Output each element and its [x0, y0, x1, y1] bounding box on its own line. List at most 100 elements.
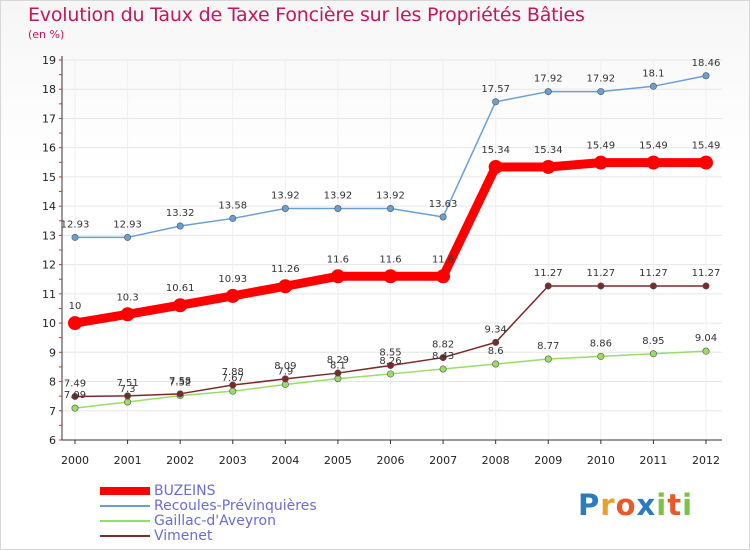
- data-label: 13.58: [218, 200, 247, 211]
- data-label: 13.92: [324, 190, 353, 201]
- data-label: 8.95: [642, 336, 664, 347]
- data-point: [699, 155, 713, 170]
- data-point: [597, 282, 605, 290]
- y-tick-label: 8: [49, 376, 56, 389]
- data-label: 8.43: [432, 351, 454, 362]
- data-label: 15.49: [639, 141, 668, 152]
- chart-subtitle: (en %): [28, 28, 65, 41]
- logo-letter: t: [667, 488, 683, 522]
- data-label: 15.49: [587, 141, 616, 152]
- y-tick-label: 13: [42, 229, 56, 242]
- data-point: [544, 88, 552, 96]
- data-label: 8.09: [274, 361, 296, 372]
- data-label: 7.3: [120, 384, 136, 395]
- legend-swatch-vimenet: [100, 535, 150, 537]
- x-tick-label: 2011: [639, 454, 667, 467]
- data-point: [383, 269, 398, 284]
- data-label: 13.32: [166, 208, 195, 219]
- data-label: 11.6: [379, 254, 401, 265]
- data-point: [702, 282, 710, 290]
- data-label: 7.58: [169, 376, 191, 387]
- data-label: 17.92: [587, 74, 616, 85]
- data-point: [439, 213, 447, 221]
- legend-swatch-buzeins: [100, 487, 150, 495]
- data-point: [71, 233, 79, 241]
- data-point: [225, 288, 240, 303]
- data-label: 17.57: [481, 84, 510, 95]
- logo-letter: i: [656, 488, 668, 522]
- data-label: 11.27: [639, 268, 668, 279]
- data-label: 7.52: [169, 378, 191, 389]
- y-tick-label: 12: [42, 259, 56, 272]
- legend-item-vimenet: Vimenet: [100, 529, 317, 544]
- logo-letter: P: [578, 488, 601, 522]
- data-label: 11.26: [271, 264, 300, 275]
- data-label: 13.92: [376, 190, 405, 201]
- data-point: [124, 233, 132, 241]
- data-label: 10: [69, 301, 82, 312]
- x-tick-label: 2000: [61, 454, 89, 467]
- x-tick-label: 2006: [377, 454, 405, 467]
- data-point: [544, 355, 552, 363]
- y-tick-label: 10: [42, 317, 56, 330]
- data-point: [439, 354, 447, 362]
- data-label: 10.93: [218, 274, 247, 285]
- y-tick-label: 15: [42, 171, 56, 184]
- data-point: [386, 204, 394, 212]
- data-label: 8.77: [537, 341, 559, 352]
- data-label: 15.49: [692, 141, 721, 152]
- data-point: [649, 82, 657, 90]
- y-tick-label: 6: [49, 434, 56, 447]
- data-point: [71, 404, 79, 412]
- data-point: [68, 316, 82, 331]
- data-point: [124, 398, 132, 406]
- data-point: [176, 222, 184, 230]
- data-point: [541, 159, 556, 174]
- data-label: 8.29: [327, 355, 349, 366]
- x-tick-label: 2012: [692, 454, 720, 467]
- data-point: [439, 365, 447, 373]
- data-point: [597, 88, 605, 96]
- data-point: [281, 375, 289, 383]
- data-point: [646, 155, 661, 170]
- x-tick-label: 2003: [219, 454, 247, 467]
- data-label: 13.92: [271, 190, 300, 201]
- data-label: 7.67: [222, 373, 244, 384]
- data-point: [386, 370, 394, 378]
- data-label: 7.51: [116, 378, 138, 389]
- logo-letter: i: [682, 488, 694, 522]
- data-label: 8.55: [379, 347, 401, 358]
- data-label: 11.27: [692, 268, 721, 279]
- data-point: [649, 350, 657, 358]
- chart-title: Evolution du Taux de Taxe Foncière sur l…: [28, 4, 585, 26]
- x-tick-label: 2010: [587, 454, 615, 467]
- data-point: [544, 282, 552, 290]
- data-label: 12.93: [61, 219, 90, 230]
- data-point: [334, 204, 342, 212]
- data-point: [173, 298, 188, 313]
- legend-item-buzeins: BUZEINS: [100, 484, 317, 499]
- data-point: [492, 360, 500, 368]
- x-tick-label: 2005: [324, 454, 352, 467]
- data-point: [229, 381, 237, 389]
- legend: BUZEINS Recoules-Prévinquières Gaillac-d…: [100, 484, 317, 544]
- data-label: 12.93: [113, 219, 142, 230]
- data-label: 7.9: [277, 366, 293, 377]
- legend-item-gaillac: Gaillac-d'Aveyron: [100, 514, 317, 529]
- data-point: [593, 155, 608, 170]
- legend-item-recoules: Recoules-Prévinquières: [100, 499, 317, 514]
- data-point: [71, 392, 79, 400]
- data-label: 7.49: [64, 378, 86, 389]
- data-label: 9.34: [485, 324, 507, 335]
- data-point: [229, 214, 237, 222]
- data-point: [229, 387, 237, 395]
- legend-swatch-recoules: [100, 505, 150, 507]
- data-point: [702, 347, 710, 355]
- y-tick-label: 19: [42, 54, 56, 67]
- data-point: [278, 279, 293, 294]
- x-tick-label: 2002: [166, 454, 194, 467]
- legend-label-recoules: Recoules-Prévinquières: [154, 498, 317, 514]
- y-tick-label: 11: [42, 288, 56, 301]
- legend-label-gaillac: Gaillac-d'Aveyron: [154, 513, 276, 529]
- legend-label-buzeins: BUZEINS: [154, 483, 216, 499]
